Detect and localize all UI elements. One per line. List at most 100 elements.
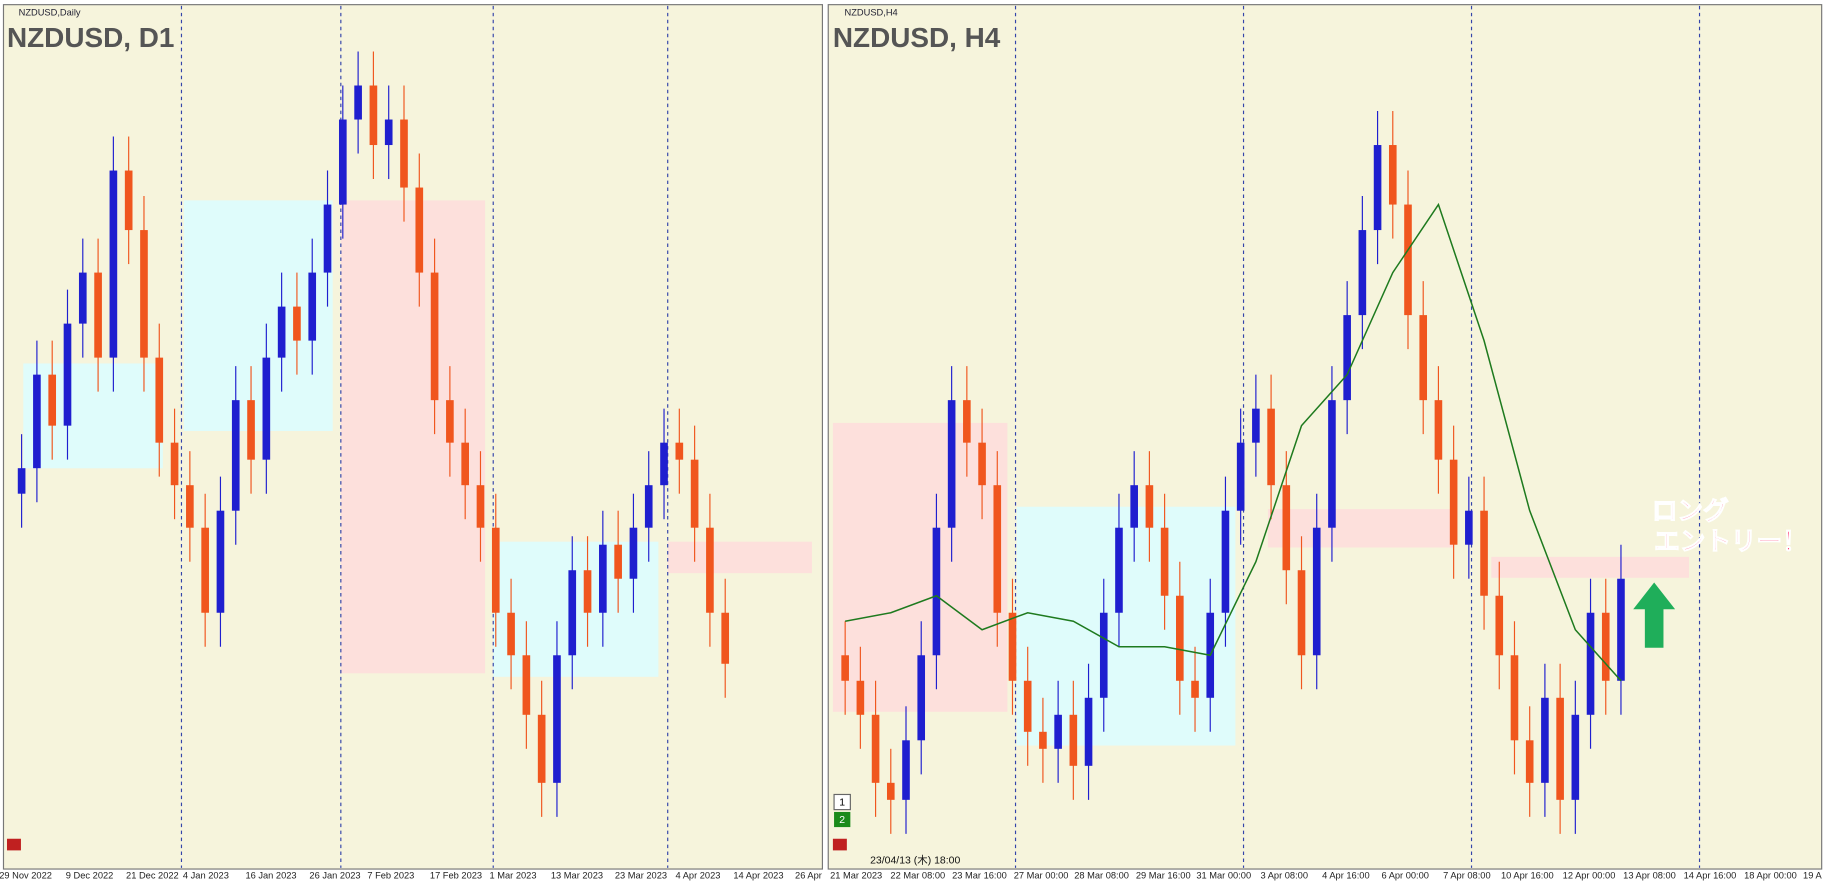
candle-body <box>886 782 895 800</box>
candle-body <box>476 485 485 528</box>
x-tick-label: 29 Nov 2022 <box>0 870 52 880</box>
candle-body <box>568 570 577 656</box>
zone <box>1491 556 1690 578</box>
candle-body <box>1328 400 1336 528</box>
candle-body <box>48 374 57 426</box>
x-tick-label: 14 Apr 16:00 <box>1684 870 1737 880</box>
icon <box>6 838 21 851</box>
x-tick-label: 7 Feb 2023 <box>367 870 414 880</box>
x-tick-label: 4 Apr 16:00 <box>1322 870 1370 880</box>
annotation-line: エントリー！ <box>1654 528 1808 556</box>
up-arrow <box>1633 582 1676 648</box>
window-label: NZDUSD,Daily <box>19 7 81 17</box>
candle-body <box>1541 697 1549 783</box>
candle-body <box>537 714 546 783</box>
candle-body <box>1099 612 1108 698</box>
candle-body <box>1510 655 1519 741</box>
chart-title: NZDUSD, H4 <box>833 22 1001 53</box>
candle-body <box>1008 612 1017 681</box>
x-tick-label: 4 Jan 2023 <box>183 870 229 880</box>
candle-body <box>415 187 424 273</box>
candle-body <box>293 306 301 341</box>
annotation: ロングエントリー！ <box>1652 496 1808 555</box>
candle-body <box>690 459 699 528</box>
candle-body <box>522 655 531 715</box>
x-tick-label: 3 Apr 08:00 <box>1260 870 1308 880</box>
candle-body <box>1130 485 1138 528</box>
candle-body <box>216 510 225 613</box>
x-tick-label: 23 Mar 2023 <box>615 870 667 880</box>
zone <box>183 200 333 432</box>
candle-body <box>1586 612 1595 715</box>
x-tick-label: 13 Apr 08:00 <box>1623 870 1676 880</box>
x-tick-label: 7 Apr 08:00 <box>1443 870 1491 880</box>
candle-body <box>1054 714 1062 749</box>
candle-body <box>721 612 730 664</box>
candle-body <box>1373 145 1382 231</box>
x-tick-label: 1 Mar 2023 <box>490 870 537 880</box>
candle-body <box>1388 145 1397 205</box>
x-tick-label: 26 Jan 2023 <box>309 870 360 880</box>
candle-body <box>1039 731 1047 749</box>
badge-label: 1 <box>839 797 845 808</box>
candle-body <box>430 272 439 401</box>
chart-title: NZDUSD, D1 <box>7 22 174 53</box>
candle-body <box>491 527 500 613</box>
candle-body <box>1480 510 1488 596</box>
candle-body <box>1160 527 1169 596</box>
candle-body <box>947 400 956 528</box>
x-tick-label: 29 Mar 16:00 <box>1136 870 1191 880</box>
zone <box>340 200 486 674</box>
zone <box>23 363 163 469</box>
candle-body <box>94 272 102 358</box>
candle-body <box>993 485 1002 613</box>
candle-body <box>1556 697 1564 800</box>
candle-body <box>1145 485 1154 528</box>
candle-body <box>1434 400 1443 460</box>
candle-body <box>1221 510 1230 613</box>
candle-body <box>583 570 592 613</box>
candle-body <box>1312 527 1321 656</box>
zone <box>1016 506 1236 746</box>
candle-body <box>660 442 668 486</box>
x-tick-label: 10 Apr 16:00 <box>1501 870 1554 880</box>
candle-body <box>675 442 684 460</box>
candle-body <box>186 485 194 528</box>
candle-body <box>1267 408 1275 486</box>
candle-body <box>1176 595 1184 681</box>
x-tick-label: 28 Mar 08:00 <box>1074 870 1129 880</box>
candle-body <box>1115 527 1123 613</box>
icon <box>832 838 847 851</box>
x-tick-label: 9 Dec 2022 <box>66 870 114 880</box>
candle-body <box>599 544 607 613</box>
candle-body <box>917 655 926 741</box>
x-tick-label: 14 Apr 2023 <box>733 870 783 880</box>
candle-body <box>1525 740 1534 783</box>
x-tick-label: 17 Feb 2023 <box>430 870 482 880</box>
x-tick-label: 31 Mar 00:00 <box>1196 870 1251 880</box>
x-tick-label: 23 Mar 16:00 <box>952 870 1007 880</box>
candle-body <box>247 400 255 460</box>
candle-body <box>614 544 622 579</box>
candle-body <box>629 527 638 579</box>
x-tick-label: 16 Jan 2023 <box>245 870 296 880</box>
candle-body <box>17 468 26 494</box>
candle-body <box>1404 204 1412 316</box>
candle-body <box>384 119 393 146</box>
candle-body <box>841 655 849 681</box>
badge <box>834 811 851 828</box>
candle-body <box>1252 408 1260 443</box>
candle-body <box>1069 714 1078 766</box>
candle-body <box>63 323 72 426</box>
x-tick-label: 27 Mar 00:00 <box>1014 870 1069 880</box>
x-tick-label: 21 Mar 2023 <box>830 870 882 880</box>
candle-body <box>323 204 332 273</box>
candle-body <box>963 400 971 443</box>
moving-average <box>845 202 1622 682</box>
candle-body <box>1601 612 1610 681</box>
candle-body <box>1449 459 1458 545</box>
x-tick-label: 13 Mar 2023 <box>551 870 603 880</box>
x-tick-label: 18 Apr 00:00 <box>1744 870 1797 880</box>
